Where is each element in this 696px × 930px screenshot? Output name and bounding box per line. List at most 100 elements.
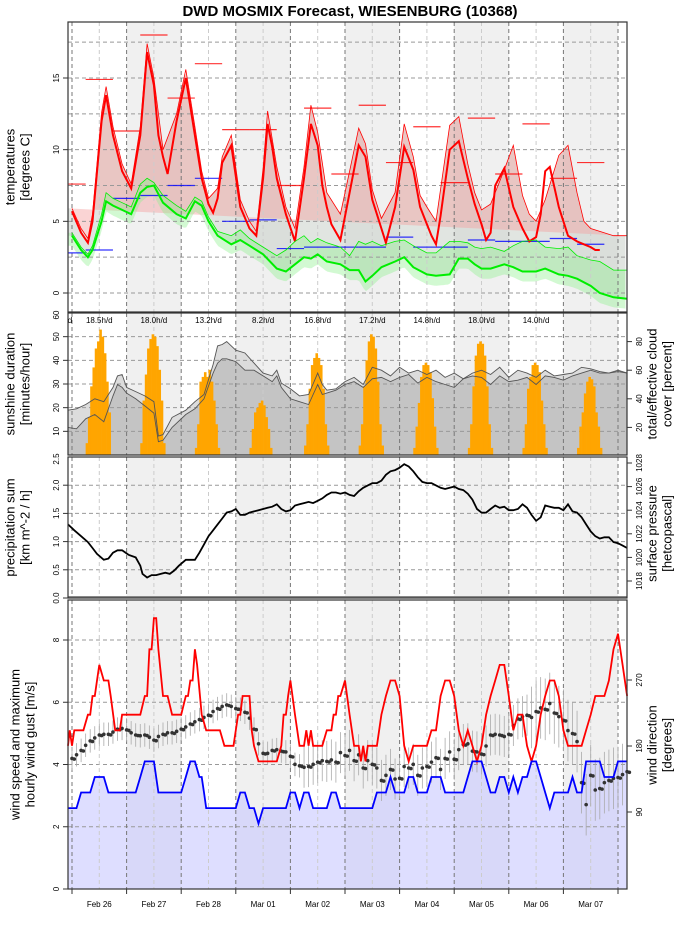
daily-sunshine-label: 16.8h/d <box>304 316 331 325</box>
sunshine-bar <box>147 348 150 455</box>
wind-direction-point <box>108 733 113 737</box>
precipitation-y-tick-label: 1.5 <box>52 507 61 519</box>
sunshine-bar <box>210 381 214 455</box>
sunshine-bar <box>545 447 548 455</box>
wind-direction-y-tick-label: 270 <box>635 673 644 687</box>
temperature-y-tick-label: 10 <box>52 145 61 154</box>
sunshine-bar <box>304 445 307 455</box>
x-tick-label: Feb 28 <box>196 900 221 909</box>
wind-speed-y-tick-label: 0 <box>52 886 61 891</box>
sunshine-bar <box>470 424 473 455</box>
wind-direction-point <box>183 725 188 729</box>
sunshine-bar <box>160 400 164 455</box>
temperature-y-tick: 5 <box>52 219 61 224</box>
wind-direction-point <box>566 728 570 733</box>
sunshine-bar <box>149 339 152 455</box>
sunshine-y-axis-label: sunshine duration [minutes/hour] <box>3 333 33 436</box>
precipitation-y-tick-label: 0.0 <box>52 592 61 604</box>
sunshine-bar <box>197 424 200 455</box>
sunshine-bar <box>142 400 146 455</box>
cloud-y-tick: 20 <box>635 422 644 431</box>
precipitation-y-tick-label: 2.0 <box>52 479 61 491</box>
sunshine-bar <box>579 426 582 455</box>
wind-direction-point <box>147 735 152 739</box>
wind-y-axis-label: wind speed and maximum hourly wind gust [… <box>8 669 38 821</box>
wind-direction-point <box>618 776 623 780</box>
wind-direction-point <box>600 787 604 791</box>
sunshine-bar <box>415 426 419 455</box>
sunshine-bar <box>538 372 541 455</box>
wind-direction-point <box>347 748 352 753</box>
wind-direction-point <box>120 726 124 731</box>
sunshine-y-tick-label: 10 <box>52 426 61 435</box>
sunshine-bar <box>97 341 100 455</box>
cloud-y-tick: 60 <box>635 365 644 374</box>
temp-dewpoint-spread-area <box>68 46 626 299</box>
sunshine-bar <box>533 362 537 455</box>
wind-direction-point <box>602 780 607 785</box>
sunshine-bar <box>101 336 105 455</box>
wind-speed-line <box>68 760 628 827</box>
wind-direction-point <box>445 757 450 761</box>
sunshine-bar <box>417 402 421 455</box>
sunshine-bar <box>144 374 148 455</box>
wind-direction-point <box>154 738 158 743</box>
wind-gust-line <box>67 617 628 765</box>
wind-border <box>67 599 628 890</box>
daily-sunshine-label-partial: d <box>68 316 72 325</box>
wind-direction-point <box>372 763 377 767</box>
wind-direction-point <box>163 733 168 737</box>
sunshine-bar <box>256 407 259 455</box>
dewpoint-uncertainty-band <box>68 178 626 309</box>
sunshine-bar <box>381 445 384 455</box>
temperature-y-tick: 10 <box>52 145 61 154</box>
wind-direction-point <box>381 779 386 783</box>
temperature-y-axis-label: temperatures [degrees C] <box>3 128 33 205</box>
precipitation-y-tick-label: 1.0 <box>52 535 61 547</box>
wind-direction-point <box>309 765 313 769</box>
wind-direction-point <box>572 732 577 736</box>
sunshine-bar <box>379 424 382 455</box>
sunshine-bar <box>540 400 544 455</box>
wind-speed-area <box>68 761 628 889</box>
sunshine-bar <box>319 365 323 455</box>
wind-direction-point <box>545 708 550 712</box>
temperature-uncertainty-band <box>68 46 626 236</box>
sunshine-bar <box>308 388 312 455</box>
wind-direction-point <box>311 762 315 767</box>
cloud-y-tick-label: 20 <box>635 422 644 431</box>
cloud-y-axis-label-line: cover [percent] <box>660 341 675 427</box>
wind-direction-point <box>402 764 406 769</box>
wind-direction-point <box>72 757 77 761</box>
wind-direction-point <box>338 750 343 755</box>
sunshine-bar <box>472 386 475 455</box>
sunshine-bar <box>490 447 494 455</box>
sunshine-y-tick-label: 50 <box>52 332 61 341</box>
chart-title: DWD MOSMIX Forecast, WIESENBURG (10368) <box>182 3 517 20</box>
wind-direction-point <box>320 758 325 763</box>
x-tick-label: Feb 27 <box>141 900 166 909</box>
wind-direction-point <box>327 760 331 764</box>
temperature-y-tick: 15 <box>52 73 61 82</box>
sunshine-bar <box>481 343 485 455</box>
wind-direction-point <box>481 752 486 757</box>
wind-direction-point <box>529 715 534 720</box>
wind-direction-point <box>208 714 213 718</box>
wind-direction-point <box>554 711 559 716</box>
sunshine-bar <box>317 357 321 455</box>
sunshine-bar <box>322 388 325 455</box>
sunshine-bar <box>581 412 585 455</box>
pressure-y-tick: 1018 <box>635 572 644 590</box>
sunshine-y-tick: 50 <box>52 332 61 341</box>
sunshine-bar <box>422 365 425 455</box>
cloud-y-tick-label: 80 <box>635 337 644 346</box>
wind-speed-y-tick-label: 8 <box>52 637 61 642</box>
wind-direction-point <box>400 777 404 781</box>
wind-direction-point <box>156 734 161 739</box>
pressure-y-tick-label: 1018 <box>635 572 644 590</box>
wind-direction-point <box>229 704 234 709</box>
wind-direction-point <box>411 762 416 767</box>
sunshine-bar <box>324 424 328 455</box>
daily-sunshine-label: 17.2h/d <box>359 316 386 325</box>
